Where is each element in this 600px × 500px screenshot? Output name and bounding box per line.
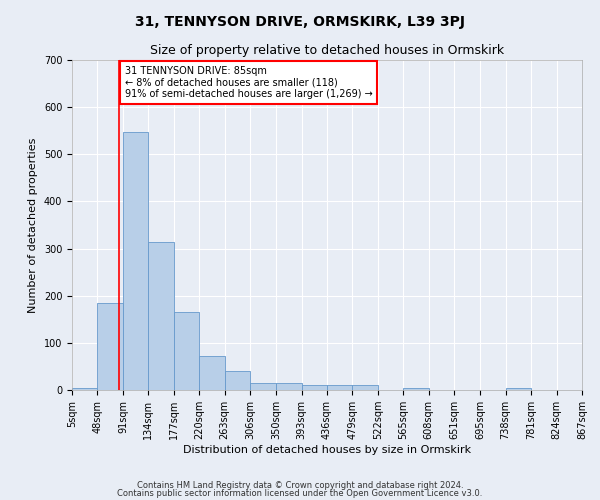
Text: 31 TENNYSON DRIVE: 85sqm
← 8% of detached houses are smaller (118)
91% of semi-d: 31 TENNYSON DRIVE: 85sqm ← 8% of detache… xyxy=(125,66,373,99)
Text: Contains public sector information licensed under the Open Government Licence v3: Contains public sector information licen… xyxy=(118,489,482,498)
Text: 31, TENNYSON DRIVE, ORMSKIRK, L39 3PJ: 31, TENNYSON DRIVE, ORMSKIRK, L39 3PJ xyxy=(135,15,465,29)
Title: Size of property relative to detached houses in Ormskirk: Size of property relative to detached ho… xyxy=(150,44,504,58)
Bar xyxy=(302,386,327,390)
Bar xyxy=(148,242,174,390)
Bar xyxy=(123,132,148,390)
Bar xyxy=(403,388,429,390)
Bar xyxy=(327,386,352,390)
Y-axis label: Number of detached properties: Number of detached properties xyxy=(28,138,38,312)
Bar xyxy=(506,388,531,390)
Bar xyxy=(97,303,123,390)
Bar xyxy=(352,386,378,390)
X-axis label: Distribution of detached houses by size in Ormskirk: Distribution of detached houses by size … xyxy=(183,445,471,455)
Bar xyxy=(276,383,302,390)
Bar xyxy=(174,312,199,390)
Bar xyxy=(250,383,276,390)
Bar xyxy=(199,356,224,390)
Bar xyxy=(224,371,250,390)
Text: Contains HM Land Registry data © Crown copyright and database right 2024.: Contains HM Land Registry data © Crown c… xyxy=(137,480,463,490)
Bar xyxy=(72,388,97,390)
